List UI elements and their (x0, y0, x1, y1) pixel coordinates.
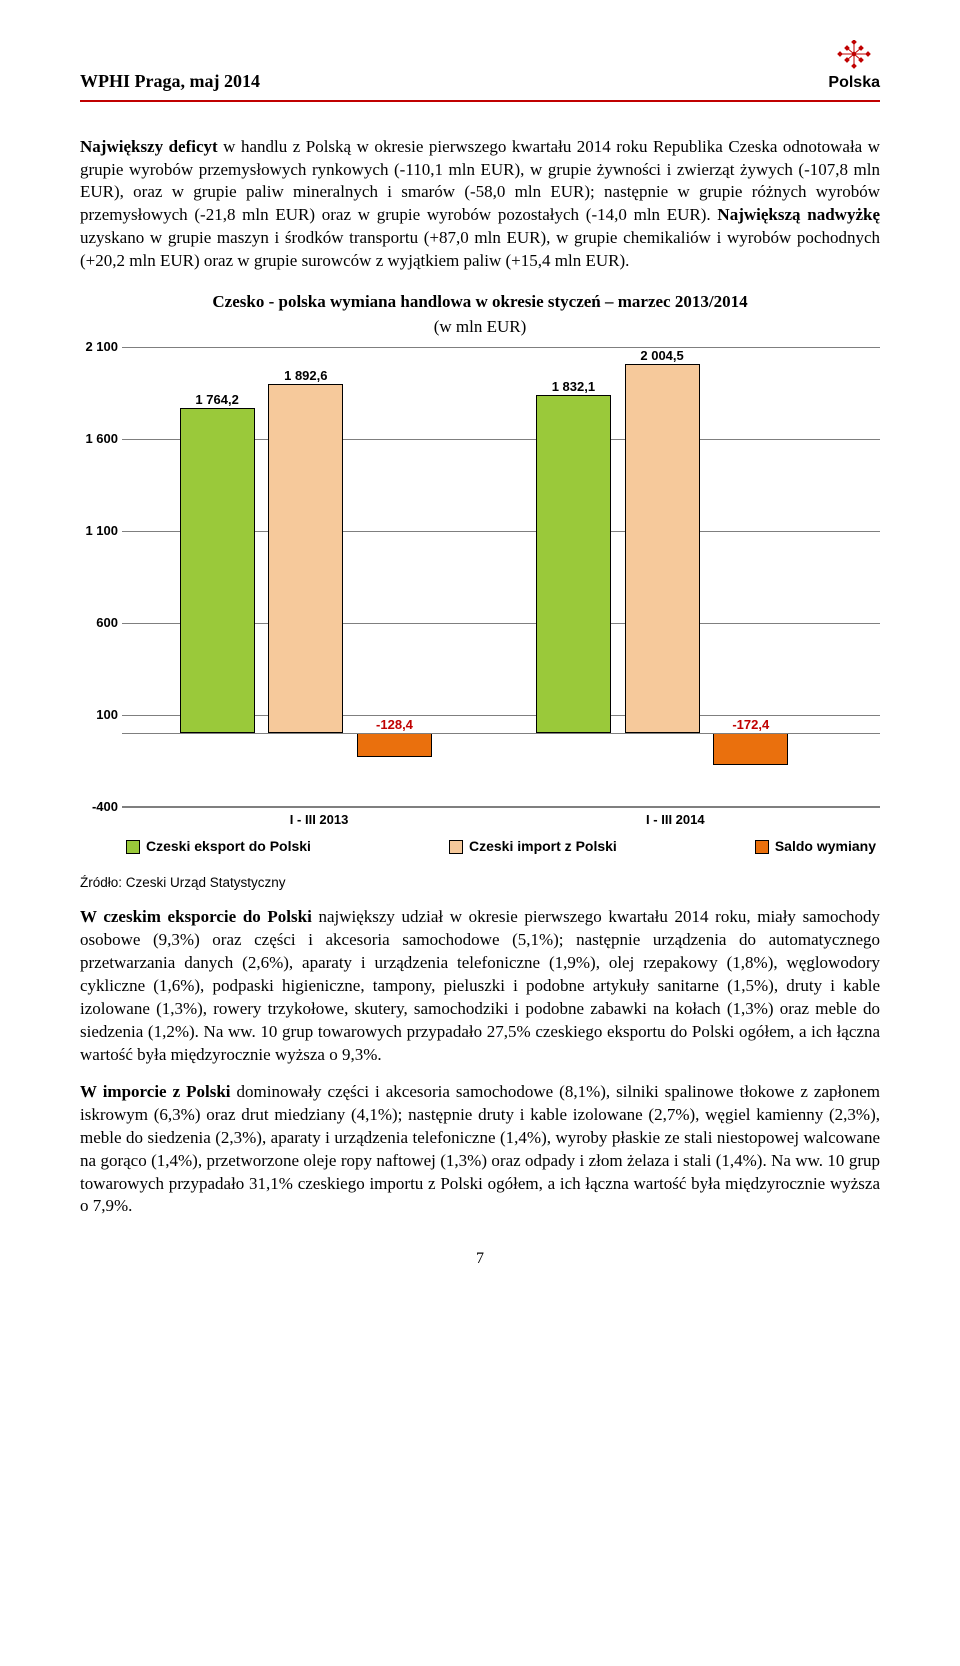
chart-legend: Czeski eksport do Polski Czeski import z … (122, 837, 880, 856)
chart-bar-value-label: -128,4 (376, 716, 413, 734)
chart-legend-item: Saldo wymiany (755, 837, 876, 856)
p2-rest: największy udział w okresie pierwszego k… (80, 907, 880, 1064)
chart-y-tick-label: 1 100 (76, 522, 118, 540)
p3-rest: dominowały części i akcesoria samochodow… (80, 1082, 880, 1216)
page-number: 7 (80, 1248, 880, 1270)
paragraph-deficit: Największy deficyt w handlu z Polską w o… (80, 136, 880, 274)
p1-mid-bold: Największą nadwyżkę (717, 205, 880, 224)
chart-subtitle: (w mln EUR) (80, 316, 880, 339)
chart-bar-value-label: 2 004,5 (640, 347, 683, 365)
p3-lead: W imporcie z Polski (80, 1082, 231, 1101)
chart-legend-label: Saldo wymiany (775, 837, 876, 856)
paragraph-export: W czeskim eksporcie do Polski największy… (80, 906, 880, 1067)
chart-legend-swatch (449, 840, 463, 854)
chart-source: Źródło: Czeski Urząd Statystyczny (80, 874, 880, 892)
chart-bar: -128,4 (357, 733, 432, 757)
page-header: WPHI Praga, maj 2014 Polska (80, 40, 880, 102)
chart-bar-group: 1 764,21 892,6-128,4 (152, 347, 493, 806)
chart-bar-value-label: -172,4 (732, 716, 769, 734)
chart-bar: 2 004,5 (625, 364, 700, 733)
chart-bar: 1 892,6 (268, 384, 343, 732)
chart-x-tick-label: I - III 2014 (646, 811, 705, 829)
chart-y-tick-label: 1 600 (76, 430, 118, 448)
chart-y-tick-label: 100 (76, 706, 118, 724)
chart-y-tick-label: 2 100 (76, 338, 118, 356)
trade-chart: Czesko - polska wymiana handlowa w okres… (80, 291, 880, 856)
chart-legend-swatch (755, 840, 769, 854)
chart-bar: 1 832,1 (536, 395, 611, 732)
chart-x-tick-label: I - III 2013 (290, 811, 349, 829)
chart-y-tick-label: -400 (76, 798, 118, 816)
chart-bar: -172,4 (713, 733, 788, 765)
chart-plot-area: -4001006001 1001 6002 1001 764,21 892,6-… (122, 347, 880, 807)
chart-legend-item: Czeski eksport do Polski (126, 837, 311, 856)
p2-lead: W czeskim eksporcie do Polski (80, 907, 312, 926)
chart-bar-value-label: 1 764,2 (195, 391, 238, 409)
chart-bar: 1 764,2 (180, 408, 255, 733)
chart-legend-label: Czeski import z Polski (469, 837, 617, 856)
chart-y-tick-label: 600 (76, 614, 118, 632)
p1-lead: Największy deficyt (80, 137, 218, 156)
header-title: WPHI Praga, maj 2014 (80, 69, 260, 93)
chart-legend-swatch (126, 840, 140, 854)
chart-bar-group: 1 832,12 004,5-172,4 (509, 347, 850, 806)
chart-bar-value-label: 1 892,6 (284, 367, 327, 385)
chart-legend-label: Czeski eksport do Polski (146, 837, 311, 856)
chart-title: Czesko - polska wymiana handlowa w okres… (80, 291, 880, 314)
polska-logo: Polska (828, 40, 880, 94)
chart-x-axis: I - III 2013 I - III 2014 (122, 807, 880, 831)
paragraph-import: W imporcie z Polski dominowały części i … (80, 1081, 880, 1219)
p1-tail: uzyskano w grupie maszyn i środków trans… (80, 228, 880, 270)
chart-bar-value-label: 1 832,1 (552, 378, 595, 396)
polska-logo-icon (835, 40, 873, 70)
chart-legend-item: Czeski import z Polski (449, 837, 617, 856)
polska-logo-text: Polska (828, 72, 880, 94)
